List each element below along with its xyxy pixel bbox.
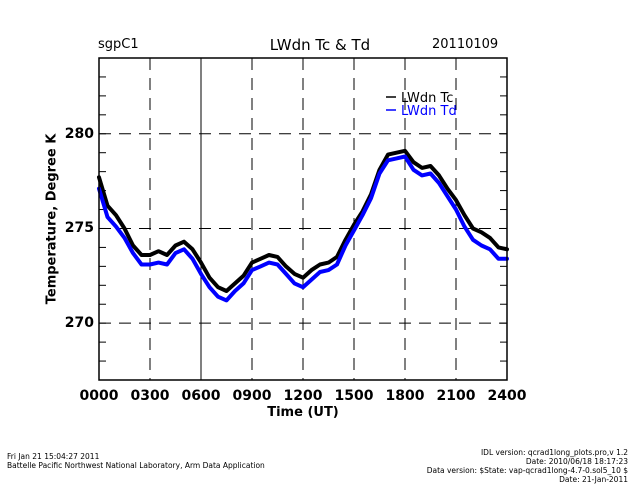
x-tick-label: 1800 [385,388,425,404]
footer-timestamp: Fri Jan 21 15:04:27 2011 [7,452,100,461]
footer-right: IDL version: qcrad1long_plots.pro,v 1.2 … [427,448,628,484]
x-tick-label: 1500 [334,388,374,404]
footer-data-version: Data version: $State: vap-qcrad1long-4.7… [426,466,628,475]
x-tick-label: 1200 [283,388,323,404]
x-tick-label: 0300 [130,388,170,404]
x-tick-label: 2100 [436,388,476,404]
grid-lines [99,58,507,380]
y-tick-label: 275 [64,220,94,237]
x-tick-label: 0900 [232,388,272,404]
y-tick-label: 270 [64,315,94,332]
series-line-tc [97,148,509,293]
x-tick-label: 0600 [181,388,221,404]
footer-left: Fri Jan 21 15:04:27 2011 Battelle Pacifi… [7,452,265,470]
footer-idl-version: IDL version: qcrad1long_plots.pro,v 1.2 [480,448,628,457]
plot-frame [98,57,508,381]
x-tick-label: 0000 [79,388,119,404]
x-tick-label: 2400 [487,388,527,404]
legend-label: LWdn Tc [401,91,453,106]
y-tick-label: 280 [64,125,94,142]
y-axis-label: Temperature, Degree K [44,133,60,305]
legend-label: LWdn Td [401,104,457,119]
series-line-td [97,154,509,303]
chart-title: LWdn Tc & Td [269,36,371,54]
date-label: 20110109 [432,37,499,52]
site-label: sgpC1 [98,37,139,52]
x-axis-label: Time (UT) [267,405,339,420]
footer-organization: Battelle Pacific Northwest National Labo… [7,461,265,470]
footer-idl-date: Date: 2010/06/18 18:17:23 [525,457,628,466]
